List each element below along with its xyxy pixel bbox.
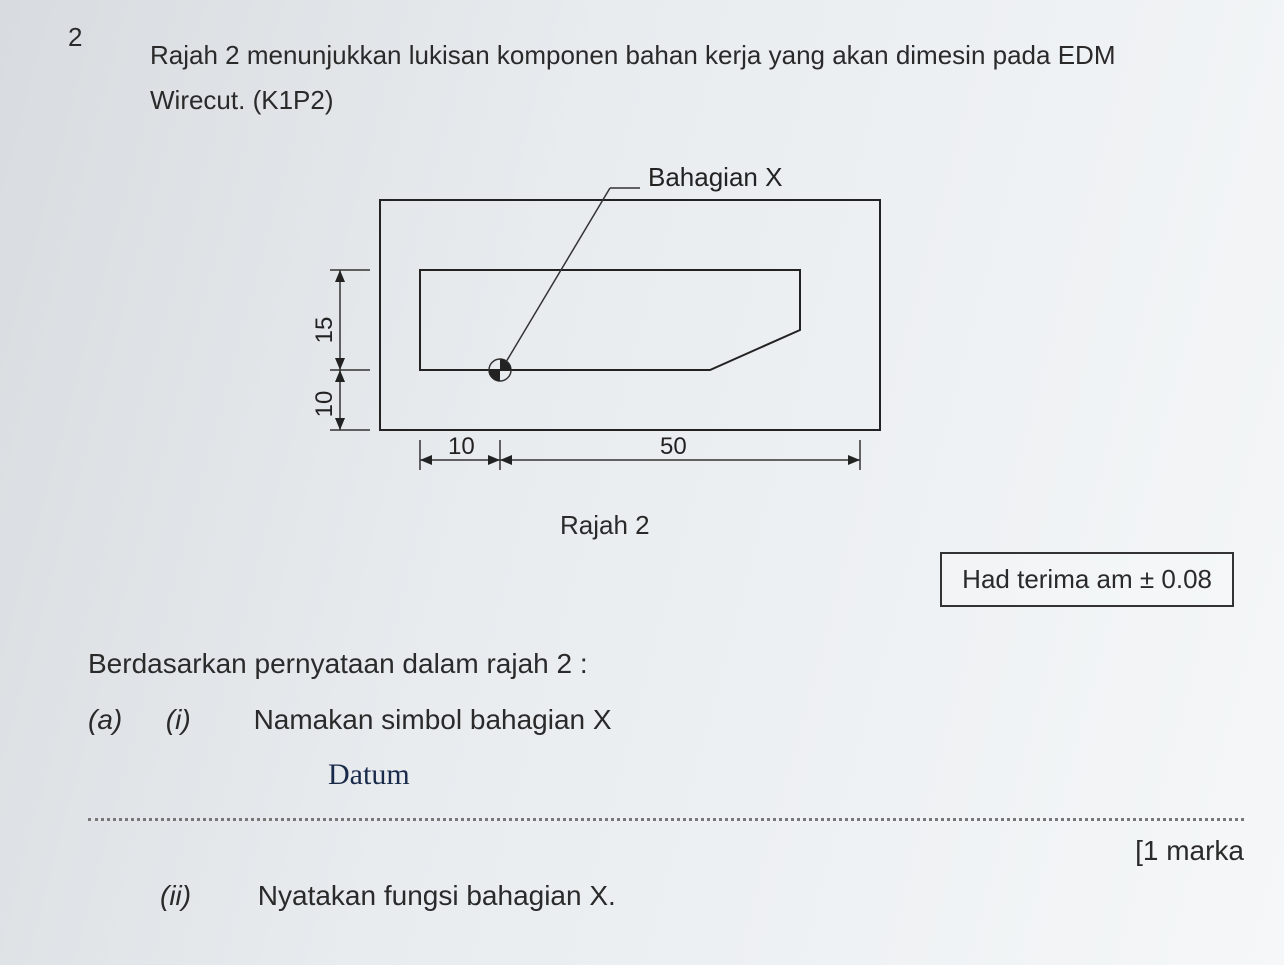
dim-10h: 10 (448, 433, 475, 460)
tolerance-box: Had terima am ± 0.08 (940, 552, 1234, 607)
question-intro: Rajah 2 menunjukkan lukisan komponen bah… (150, 36, 1244, 120)
part-i-text: Namakan simbol bahagian X (254, 704, 612, 735)
handwritten-answer: Datum (328, 749, 410, 800)
label-ii: (ii) (160, 880, 250, 912)
label-bahagian-x: Bahagian X (648, 162, 782, 192)
intro-line-2: Wirecut. (K1P2) (150, 81, 1244, 120)
dim-50: 50 (660, 433, 687, 460)
question-body: Berdasarkan pernyataan dalam rajah 2 : (… (88, 640, 1244, 875)
figure-caption: Rajah 2 (560, 510, 650, 541)
label-i: (i) (166, 696, 246, 744)
dim-15: 15 (311, 317, 338, 344)
part-ii-text: Nyatakan fungsi bahagian X. (258, 880, 616, 911)
dim-10v: 10 (311, 391, 338, 418)
exam-page: 2 Rajah 2 menunjukkan lukisan komponen b… (0, 0, 1284, 965)
intro-line-1: Rajah 2 menunjukkan lukisan komponen bah… (150, 40, 1115, 70)
question-number: 2 (68, 22, 82, 53)
technical-diagram: Bahagian X 15 10 10 (280, 170, 920, 490)
part-a-ii: (ii) Nyatakan fungsi bahagian X. (160, 880, 616, 912)
marks-i: [1 marka (88, 827, 1244, 875)
label-a: (a) (88, 696, 158, 744)
answer-line (88, 818, 1244, 821)
part-a-i: (a) (i) Namakan simbol bahagian X (88, 696, 1244, 744)
prompt-line: Berdasarkan pernyataan dalam rajah 2 : (88, 640, 1244, 688)
